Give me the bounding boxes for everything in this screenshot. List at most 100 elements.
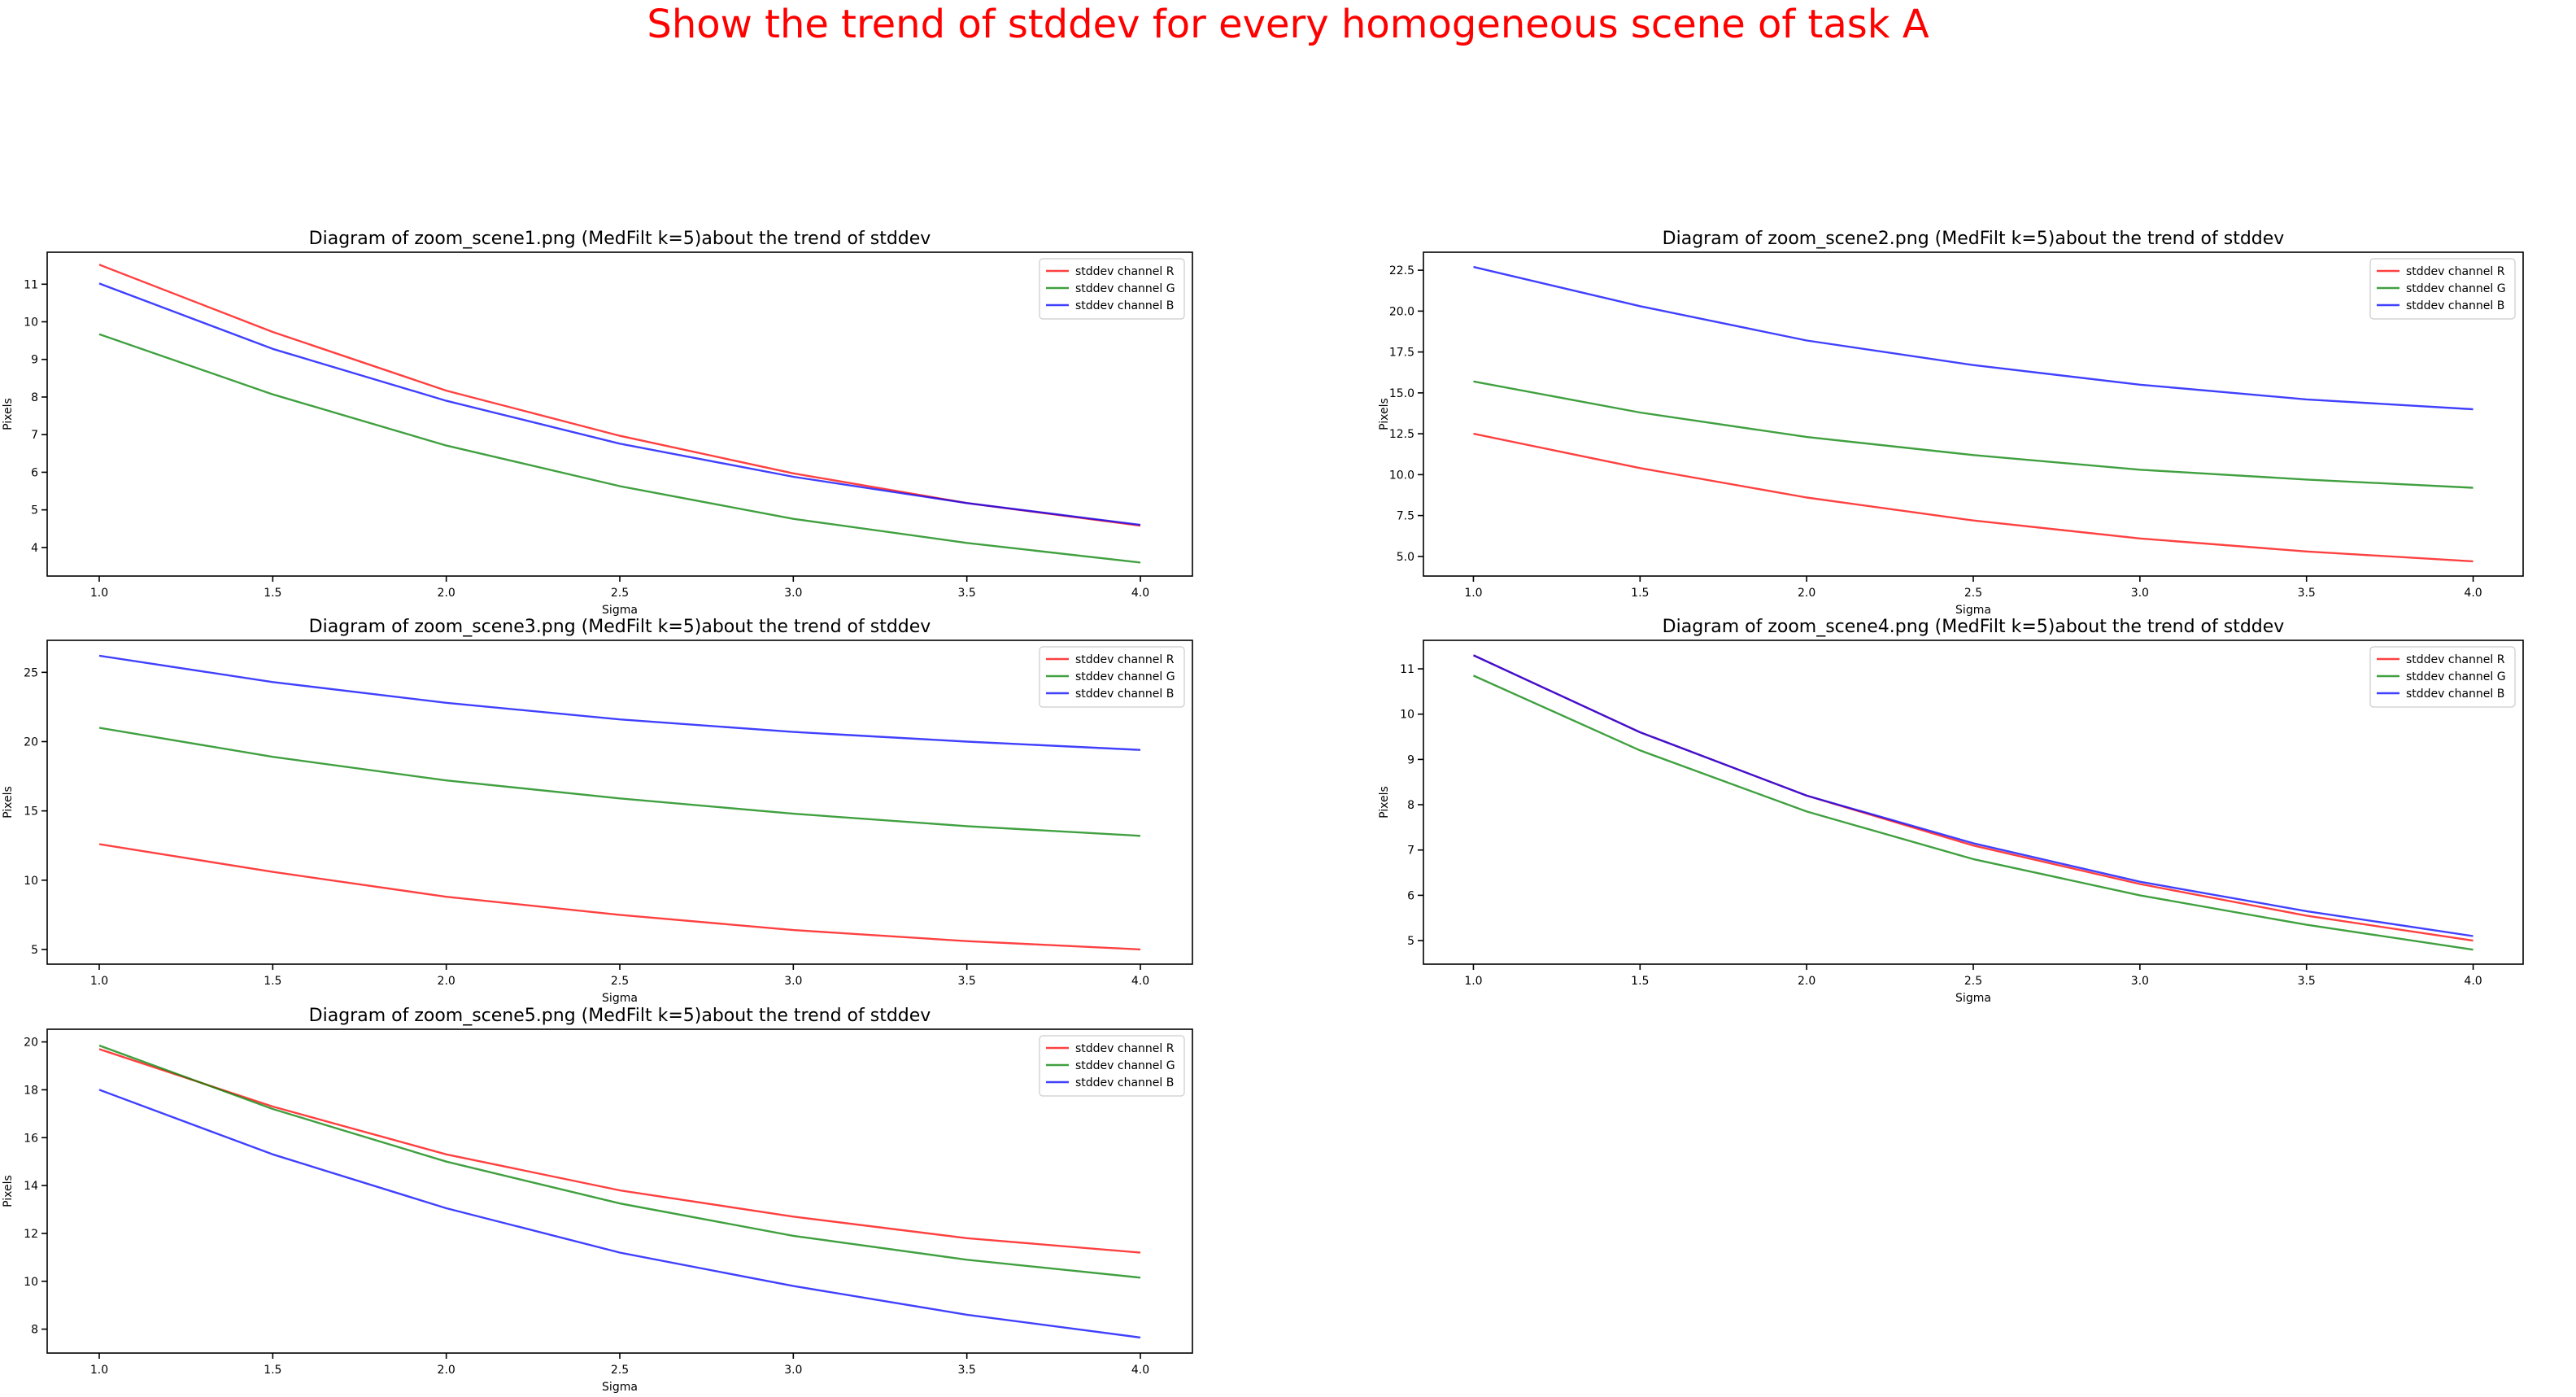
series-line-B	[98, 654, 1141, 751]
series-line-R	[1473, 432, 2474, 563]
x-tick-label: 1.0	[90, 1364, 108, 1377]
series-line-B	[1472, 654, 2474, 937]
x-tick-label: 3.5	[958, 587, 976, 600]
y-tick-label: 12	[24, 1228, 38, 1241]
y-axis-label: Pixels	[1378, 786, 1391, 819]
y-tick-label: 9	[1407, 753, 1414, 766]
x-tick-label: 3.0	[2131, 587, 2149, 600]
x-tick-label: 2.5	[1964, 975, 1982, 988]
legend-entry: stddev channel R	[1075, 653, 1175, 666]
y-tick-label: 7	[1407, 845, 1414, 858]
x-tick-label: 3.0	[784, 975, 802, 988]
y-tick-label: 12.5	[1389, 428, 1414, 441]
y-tick-label: 7.5	[1397, 510, 1414, 523]
x-axis-label: Sigma	[1955, 992, 1991, 1005]
y-tick-label: 8	[31, 1324, 38, 1337]
series-line-R	[98, 1048, 1141, 1254]
series-line-B	[1473, 265, 2474, 411]
x-tick-label: 2.5	[611, 975, 629, 988]
chart-title: Diagram of zoom_scene2.png (MedFilt k=5)…	[1663, 229, 2285, 249]
y-tick-label: 6	[1407, 889, 1414, 902]
x-tick-label: 2.5	[611, 587, 629, 600]
legend-entry: stddev channel B	[1075, 688, 1174, 701]
x-tick-label: 2.0	[1798, 975, 1815, 988]
y-tick-label: 10	[24, 875, 38, 888]
y-tick-label: 10	[24, 317, 38, 330]
x-tick-label: 3.0	[784, 587, 802, 600]
x-tick-label: 2.5	[611, 1364, 629, 1377]
y-tick-label: 6	[31, 466, 38, 479]
legend-box	[2369, 258, 2516, 320]
y-tick-label: 18	[24, 1084, 38, 1097]
x-tick-label: 3.5	[958, 1364, 976, 1377]
legend-entry: stddev channel G	[2406, 670, 2506, 683]
x-tick-label: 2.0	[438, 587, 455, 600]
x-tick-label: 2.0	[438, 1364, 455, 1377]
series-line-R	[98, 843, 1141, 951]
chart-panel-4: Diagram of zoom_scene4.png (MedFilt k=5)…	[1378, 617, 2524, 1005]
x-tick-label: 2.5	[1964, 587, 1982, 600]
legend-box	[1039, 258, 1185, 320]
x-axis-label: Sigma	[602, 604, 638, 617]
legend-entry: stddev channel R	[2406, 653, 2505, 666]
series-line-B	[98, 1089, 1141, 1339]
x-tick-label: 1.0	[90, 587, 108, 600]
chart-title: Diagram of zoom_scene5.png (MedFilt k=5)…	[309, 1006, 931, 1026]
series-line-G	[98, 727, 1141, 837]
chart-panel-5: Diagram of zoom_scene5.png (MedFilt k=5)…	[2, 1006, 1193, 1394]
legend-entry: stddev channel G	[1075, 1059, 1175, 1072]
legend-box	[1039, 1035, 1185, 1097]
series-line-G	[98, 333, 1141, 564]
y-tick-label: 5	[31, 944, 38, 957]
legend-box	[1039, 646, 1185, 708]
series-line-G	[1473, 380, 2474, 489]
legend-entry: stddev channel G	[1075, 282, 1175, 295]
legend-entry: stddev channel B	[1075, 1076, 1174, 1089]
y-tick-label: 25	[24, 666, 38, 679]
x-tick-label: 4.0	[1131, 975, 1149, 988]
y-tick-label: 20	[24, 736, 38, 749]
y-tick-label: 7	[31, 429, 38, 442]
legend-entry: stddev channel G	[2406, 282, 2506, 295]
legend-box	[2369, 646, 2516, 708]
series-line-G	[1473, 674, 2474, 951]
legend-entry: stddev channel B	[2406, 688, 2504, 701]
series-line-G	[98, 1044, 1141, 1279]
legend-entry: stddev channel G	[1075, 670, 1175, 683]
x-tick-label: 1.0	[90, 975, 108, 988]
chart-panel-3: Diagram of zoom_scene3.png (MedFilt k=5)…	[2, 617, 1193, 1005]
axes-frame	[46, 251, 1193, 577]
legend-entry: stddev channel B	[2406, 299, 2504, 312]
x-tick-label: 2.0	[1798, 587, 1815, 600]
y-tick-label: 11	[1400, 663, 1414, 676]
series-line-B	[98, 282, 1141, 526]
chart-panel-1: Diagram of zoom_scene1.png (MedFilt k=5)…	[2, 229, 1193, 617]
x-tick-label: 2.0	[438, 975, 455, 988]
figure-suptitle: Show the trend of stddev for every homog…	[647, 2, 1929, 47]
y-tick-label: 10.0	[1389, 469, 1414, 482]
y-tick-label: 10	[24, 1276, 38, 1289]
y-axis-label: Pixels	[1378, 398, 1391, 430]
y-tick-label: 4	[31, 542, 38, 555]
x-tick-label: 1.5	[264, 587, 281, 600]
y-tick-label: 16	[24, 1132, 38, 1145]
y-tick-label: 9	[31, 354, 38, 367]
x-tick-label: 1.5	[1631, 587, 1649, 600]
x-tick-label: 3.5	[2298, 975, 2316, 988]
x-tick-label: 1.0	[1464, 587, 1482, 600]
axes-frame	[1423, 251, 2524, 577]
y-tick-label: 14	[24, 1180, 38, 1193]
x-tick-label: 3.0	[784, 1364, 802, 1377]
y-tick-label: 22.5	[1389, 264, 1414, 277]
x-tick-label: 3.5	[2298, 587, 2316, 600]
x-tick-label: 1.5	[264, 1364, 281, 1377]
y-tick-label: 8	[31, 391, 38, 404]
x-tick-label: 4.0	[2464, 975, 2482, 988]
y-axis-label: Pixels	[2, 786, 15, 819]
x-tick-label: 4.0	[1131, 1364, 1149, 1377]
chart-title: Diagram of zoom_scene4.png (MedFilt k=5)…	[1663, 617, 2285, 637]
y-tick-label: 15	[24, 805, 38, 819]
x-axis-label: Sigma	[602, 992, 638, 1005]
y-tick-label: 20	[24, 1037, 38, 1050]
